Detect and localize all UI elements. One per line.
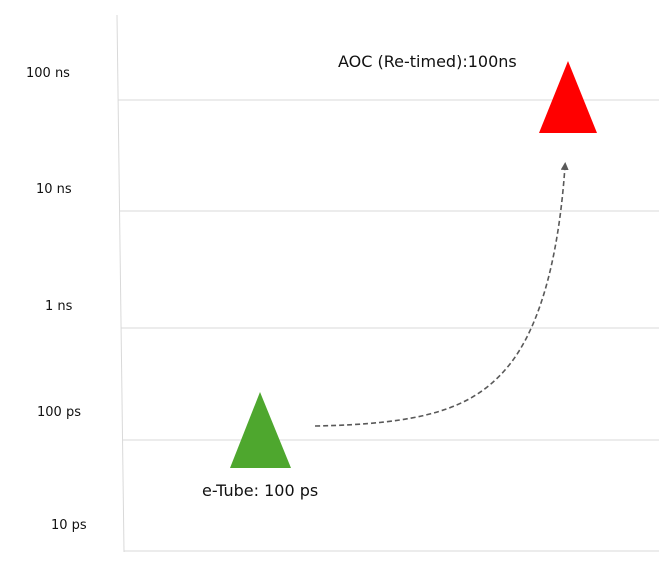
y-axis-line: [116, 14, 125, 553]
transition-arrow: [314, 162, 569, 427]
y-tick-10ps: 10 ps: [51, 518, 87, 533]
aoc-marker-triangle-icon: [539, 61, 597, 133]
y-tick-10ns: 10 ns: [36, 182, 72, 197]
y-tick-100ps: 100 ps: [37, 405, 81, 420]
etube-marker-triangle-icon: [230, 392, 291, 468]
y-tick-1ns: 1 ns: [45, 299, 73, 314]
etube-label: e-Tube: 100 ps: [202, 481, 319, 500]
aoc-label: AOC (Re-timed):100ns: [338, 52, 517, 71]
y-tick-100ns: 100 ns: [26, 66, 70, 81]
